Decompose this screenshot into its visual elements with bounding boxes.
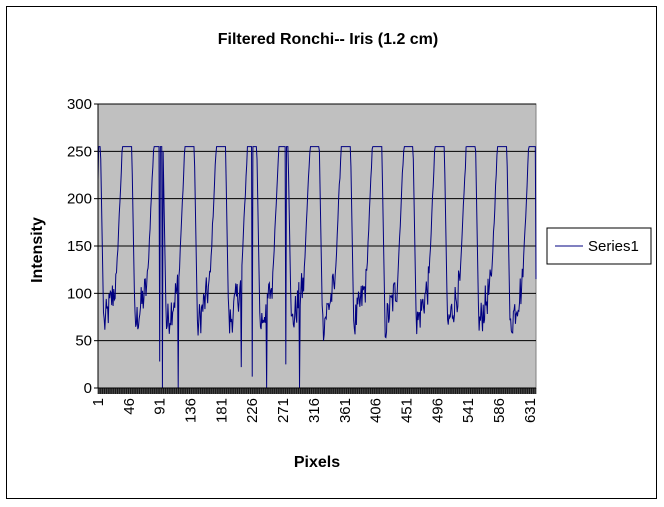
series-line-series1: [97, 146, 537, 389]
y-tick-label: 250: [67, 143, 92, 160]
x-tick-label: 361: [337, 398, 354, 423]
y-tick-label: 200: [67, 191, 92, 208]
x-tick-label: 226: [244, 398, 261, 423]
x-tick-label: 46: [121, 398, 138, 415]
y-tick-label: 50: [75, 333, 92, 350]
chart-title: Filtered Ronchi-- Iris (1.2 cm): [218, 31, 438, 48]
x-tick-label: 136: [183, 398, 200, 423]
x-tick-label: 271: [275, 398, 292, 423]
x-tick-label: 91: [152, 398, 169, 415]
x-tick-label: 1: [90, 398, 107, 406]
x-tick-label: 631: [522, 398, 539, 423]
x-tick-label: 586: [491, 398, 508, 423]
y-axis-ticks: 0 50 100 150 200 250 300: [67, 96, 98, 397]
y-tick-label: 0: [84, 380, 92, 397]
legend: Series1: [546, 227, 652, 265]
y-tick-label: 150: [67, 238, 92, 255]
x-axis-ticks: 1 46 91 136 181 226 271 316 361 406 451 496 541 586 63…: [90, 388, 539, 423]
x-tick-label: 406: [368, 398, 385, 423]
gridlines: [98, 103, 536, 342]
y-axis-title: Intensity: [29, 217, 46, 283]
x-tick-label: 496: [429, 398, 446, 423]
x-tick-label: 451: [398, 398, 415, 423]
x-tick-label: 541: [460, 398, 477, 423]
y-tick-label: 300: [67, 96, 92, 113]
x-tick-label: 316: [306, 398, 323, 423]
legend-label-series1: Series1: [588, 238, 639, 255]
x-tick-label: 181: [213, 398, 230, 423]
y-tick-label: 100: [67, 285, 92, 302]
x-axis-title: Pixels: [294, 454, 340, 471]
